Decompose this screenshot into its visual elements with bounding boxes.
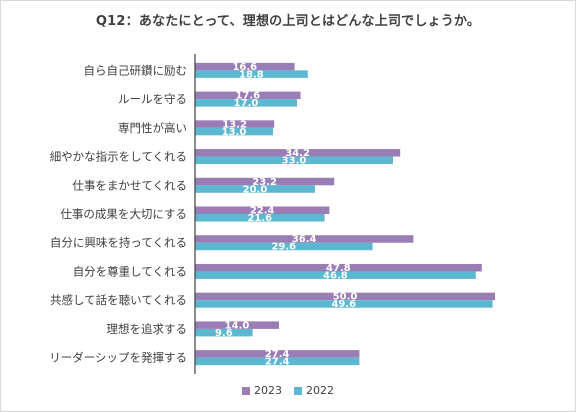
bar-2022 xyxy=(195,300,493,308)
chart-legend: 2023 2022 xyxy=(0,384,576,397)
bar-2023 xyxy=(195,350,360,358)
data-label-2022: 29.6 xyxy=(271,242,296,253)
legend-label-2023: 2023 xyxy=(254,384,282,397)
data-label-2023: 23.2 xyxy=(252,177,277,188)
category-label: 理想を追求する xyxy=(107,322,188,336)
data-label-2023: 47.8 xyxy=(326,263,351,274)
bar-2022 xyxy=(195,156,393,165)
data-label-2023: 22.4 xyxy=(250,206,275,217)
data-label-2022: 49.6 xyxy=(331,299,356,310)
bar-2023 xyxy=(195,321,279,329)
data-label-2023: 17.6 xyxy=(235,91,260,102)
bar-2023 xyxy=(195,91,301,100)
data-label-2023: 14.0 xyxy=(225,320,250,331)
chart-title: Q12：あなたにとって、理想の上司とはどんな上司でしょうか。 xyxy=(95,14,481,29)
bar-2023 xyxy=(195,292,495,301)
bar-2023 xyxy=(195,177,335,186)
data-label-2022: 9.6 xyxy=(215,328,233,339)
bar-2023 xyxy=(195,263,482,272)
bar-2022 xyxy=(195,70,308,78)
data-label-2023: 34.2 xyxy=(285,148,310,159)
bar-2023 xyxy=(195,62,295,71)
category-label: 自ら自己研鑽に励む xyxy=(84,63,188,77)
data-label-2023: 36.4 xyxy=(292,234,317,245)
legend-swatch-2023 xyxy=(242,386,250,395)
bar-2022 xyxy=(195,357,360,366)
category-label: 仕事をまかせてくれる xyxy=(72,178,187,192)
bar-2022 xyxy=(195,328,253,337)
category-label: 細やかな指示をしてくれる xyxy=(50,150,187,164)
data-label-2022: 46.8 xyxy=(323,270,348,281)
bar-2022 xyxy=(195,99,297,107)
category-label: 専門性が高い xyxy=(118,121,187,135)
bar-2022 xyxy=(195,242,373,251)
bar-2022 xyxy=(195,214,325,222)
legend-label-2022: 2022 xyxy=(306,384,334,397)
data-label-2023: 50.0 xyxy=(333,292,358,303)
data-label-2022: 21.6 xyxy=(247,213,272,224)
data-label-2022: 20.0 xyxy=(243,184,268,195)
bar-2023 xyxy=(195,206,330,214)
data-label-2022: 17.0 xyxy=(234,98,259,109)
category-label: ルールを守る xyxy=(118,92,187,106)
category-label: 共感して話を聴いてくれる xyxy=(50,293,187,307)
data-label-2022: 18.8 xyxy=(239,69,264,80)
category-label: リーダーシップを発揮する xyxy=(49,351,187,365)
category-label: 仕事の成果を大切にする xyxy=(60,207,187,221)
legend-item-2022: 2022 xyxy=(294,384,334,397)
data-label-2022: 13.0 xyxy=(222,127,247,138)
category-label: 自分を尊重してくれる xyxy=(73,264,187,278)
data-label-2023: 16.6 xyxy=(232,62,257,73)
bar-2022 xyxy=(195,271,476,279)
data-label-2023: 27.4 xyxy=(265,349,290,360)
data-label-2022: 27.4 xyxy=(265,357,290,368)
bar-2022 xyxy=(195,185,315,193)
bar-2022 xyxy=(195,127,273,136)
legend-item-2023: 2023 xyxy=(242,384,282,397)
legend-swatch-2022 xyxy=(294,386,302,395)
bar-2023 xyxy=(195,149,401,157)
category-label: 自分に興味を持ってくれる xyxy=(50,236,187,250)
data-label-2022: 33.0 xyxy=(282,156,307,167)
bar-2023 xyxy=(195,120,275,128)
data-label-2023: 13.2 xyxy=(222,119,247,130)
bar-2023 xyxy=(195,235,414,243)
